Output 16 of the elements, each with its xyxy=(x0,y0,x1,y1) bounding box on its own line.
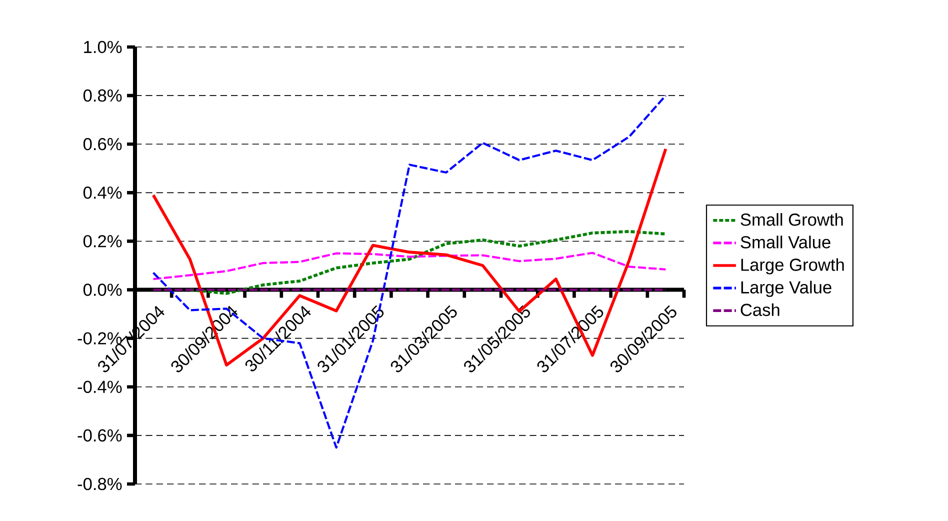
y-tick-label: 0.0% xyxy=(83,284,122,296)
y-tick-label: 0.8% xyxy=(83,89,122,102)
y-tick-label: 1.0% xyxy=(84,40,122,54)
y-tick-label: 0.6% xyxy=(83,138,122,150)
y-tick-label: -0.8% xyxy=(78,478,122,490)
y-tick-label: 0.2% xyxy=(83,235,122,248)
legend-label: Small Value xyxy=(740,236,830,248)
legend-label: Large Value xyxy=(741,280,832,297)
y-tick-label: -0.6% xyxy=(78,429,122,442)
y-tick-label: -0.4% xyxy=(78,380,122,394)
y-tick-label: 0.4% xyxy=(83,186,122,199)
line-series xyxy=(152,252,667,280)
legend-label: Small Growth xyxy=(740,213,843,226)
line-series xyxy=(188,230,668,295)
legend-label: Cash xyxy=(740,303,780,316)
legend-label: Large Growth xyxy=(741,258,844,274)
